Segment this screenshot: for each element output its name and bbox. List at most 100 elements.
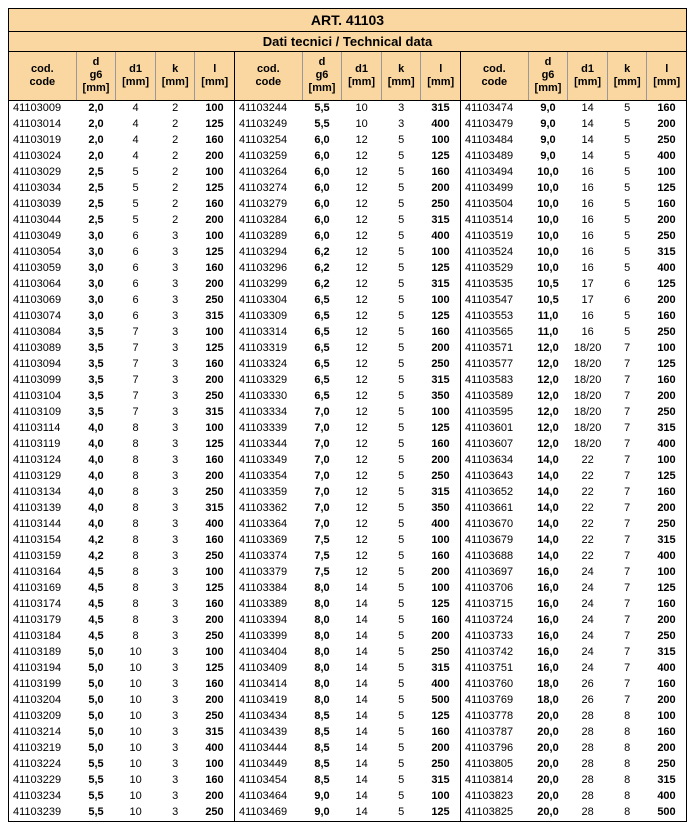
cell: 6	[116, 261, 156, 277]
cell: 7	[607, 629, 647, 645]
cell: 3	[155, 293, 195, 309]
table-row: 411032095,0103250	[9, 709, 234, 725]
table-row: 4110358312,018/207160	[461, 373, 686, 389]
cell-dg6: 5,0	[76, 693, 116, 709]
cell-dg6: 5,5	[302, 117, 342, 133]
cell: 10	[116, 773, 156, 789]
cell: 5	[381, 437, 421, 453]
cell-dg6: 14,0	[528, 549, 568, 565]
table-row: 411030843,573100	[9, 325, 234, 341]
cell-code: 41103409	[235, 661, 302, 677]
cell-l: 315	[195, 309, 234, 325]
cell-l: 160	[421, 325, 460, 341]
cell-dg6: 3,0	[76, 293, 116, 309]
cell: 22	[568, 549, 608, 565]
cell-l: 160	[647, 373, 686, 389]
cell-l: 200	[647, 693, 686, 709]
cell: 8	[607, 805, 647, 821]
cell-code: 41103661	[461, 501, 528, 517]
cell: 5	[381, 453, 421, 469]
cell-dg6: 7,0	[302, 437, 342, 453]
cell-l: 200	[647, 741, 686, 757]
cell-l: 100	[195, 325, 234, 341]
table-row: 411033948,0145160	[235, 613, 460, 629]
cell: 3	[155, 341, 195, 357]
cell: 5	[381, 341, 421, 357]
table-row: 411033848,0145100	[235, 581, 460, 597]
cell: 8	[116, 597, 156, 613]
cell-l: 125	[195, 181, 234, 197]
cell-code: 41103384	[235, 581, 302, 597]
cell: 5	[381, 309, 421, 325]
cell-code: 41103339	[235, 421, 302, 437]
cell-dg6: 2,0	[76, 133, 116, 149]
cell: 10	[116, 725, 156, 741]
data-table-1: cod.codedg6[mm]d1[mm]k[mm]l[mm]411030092…	[9, 52, 234, 821]
cell: 7	[607, 341, 647, 357]
cell: 8	[116, 437, 156, 453]
cell: 14	[568, 133, 608, 149]
cell-dg6: 16,0	[528, 629, 568, 645]
cell: 5	[607, 181, 647, 197]
cell-dg6: 4,5	[76, 565, 116, 581]
cell-code: 41103652	[461, 485, 528, 501]
cell-l: 125	[421, 149, 460, 165]
cell: 16	[568, 229, 608, 245]
cell-code: 41103179	[9, 613, 76, 629]
table-row: 411032846,0125315	[235, 213, 460, 229]
table-row: 411032546,0125100	[235, 133, 460, 149]
table-row: 4110351910,0165250	[461, 229, 686, 245]
cell: 5	[381, 629, 421, 645]
cell: 16	[568, 165, 608, 181]
table-row: 411031594,283250	[9, 549, 234, 565]
cell: 3	[155, 277, 195, 293]
cell: 5	[607, 149, 647, 165]
cell-code: 41103359	[235, 485, 302, 501]
cell-dg6: 8,0	[302, 613, 342, 629]
cell: 5	[381, 261, 421, 277]
table-row: 411030743,063315	[9, 309, 234, 325]
cell-code: 41103164	[9, 565, 76, 581]
cell: 8	[607, 773, 647, 789]
cell: 16	[568, 181, 608, 197]
cell-code: 41103489	[461, 149, 528, 165]
table-row: 4110357112,018/207100	[461, 341, 686, 357]
cell-dg6: 2,0	[76, 149, 116, 165]
cell: 28	[568, 709, 608, 725]
cell: 5	[607, 100, 647, 117]
table-row: 411030493,063100	[9, 229, 234, 245]
cell: 2	[155, 165, 195, 181]
cell-l: 250	[647, 405, 686, 421]
cell-code: 41103404	[235, 645, 302, 661]
cell: 10	[342, 117, 382, 133]
cell-l: 250	[421, 357, 460, 373]
cell-code: 41103634	[461, 453, 528, 469]
cell-dg6: 3,5	[76, 341, 116, 357]
table-row: 411034799,0145200	[461, 117, 686, 133]
cell: 10	[116, 677, 156, 693]
cell-code: 41103064	[9, 277, 76, 293]
table-row: 4110365214,0227160	[461, 485, 686, 501]
cell: 22	[568, 485, 608, 501]
cell: 14	[342, 581, 382, 597]
table-row: 4110352910,0165400	[461, 261, 686, 277]
cell: 4	[116, 149, 156, 165]
cell: 28	[568, 757, 608, 773]
cell-dg6: 5,0	[76, 725, 116, 741]
cell-l: 160	[195, 677, 234, 693]
cell-dg6: 2,5	[76, 181, 116, 197]
cell-dg6: 5,5	[76, 773, 116, 789]
table-row: 411033397,0125125	[235, 421, 460, 437]
cell-dg6: 4,2	[76, 549, 116, 565]
cell: 3	[155, 501, 195, 517]
cell: 3	[155, 229, 195, 245]
cell-code: 41103089	[9, 341, 76, 357]
cell: 14	[342, 677, 382, 693]
cell-l: 315	[647, 645, 686, 661]
cell-l: 500	[647, 805, 686, 821]
cell-l: 125	[195, 245, 234, 261]
cell-code: 41103330	[235, 389, 302, 405]
cell-dg6: 11,0	[528, 309, 568, 325]
cell-l: 315	[421, 100, 460, 117]
cell-dg6: 12,0	[528, 405, 568, 421]
